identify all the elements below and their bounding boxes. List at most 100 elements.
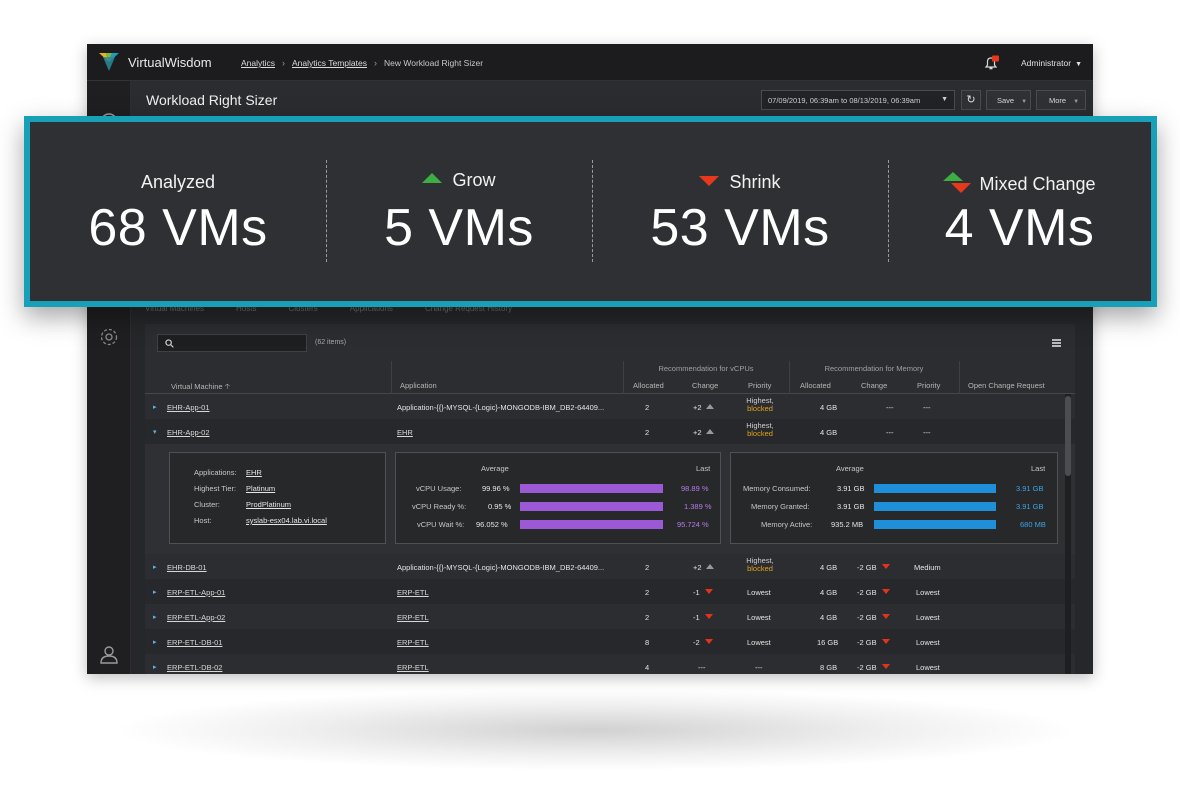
vm-name-link[interactable]: ERP-ETL-DB-01 bbox=[167, 638, 223, 647]
stat-grow: Grow 5 VMs bbox=[326, 122, 592, 301]
col-app-header[interactable]: Application bbox=[400, 381, 437, 390]
cpu-priority: Lowest bbox=[747, 638, 771, 647]
mem-change: -2 GB bbox=[857, 613, 890, 622]
column-divider bbox=[623, 361, 624, 394]
scrollbar-track[interactable] bbox=[1065, 394, 1071, 674]
breadcrumb-analytics[interactable]: Analytics bbox=[241, 58, 276, 68]
notification-bell-icon[interactable] bbox=[983, 55, 999, 71]
breadcrumb-analytics-templates[interactable]: Analytics Templates bbox=[292, 58, 367, 68]
group-header-vcpu: Recommendation for vCPUs bbox=[658, 364, 754, 373]
stat-analyzed: Analyzed 68 VMs bbox=[30, 122, 326, 301]
vm-name-link[interactable]: EHR-App-02 bbox=[167, 428, 210, 437]
shrink-arrow-icon bbox=[699, 176, 720, 186]
col-cpu-allocated-header[interactable]: Allocated bbox=[633, 381, 664, 390]
expand-chevron-icon[interactable]: ▸ bbox=[153, 564, 157, 571]
app-name-link[interactable]: ERP-ETL bbox=[397, 613, 429, 622]
mem-change-value: -2 GB bbox=[857, 613, 877, 622]
info-applications-link[interactable]: EHR bbox=[246, 468, 262, 477]
app-name: Application-{{}-MYSQL-{Logic}-MONGODB-IB… bbox=[397, 403, 605, 412]
app-name-link[interactable]: ERP-ETL bbox=[397, 588, 429, 597]
info-host-link[interactable]: syslab-esx04.lab.vi.local bbox=[246, 516, 327, 525]
col-mem-allocated-header[interactable]: Allocated bbox=[800, 381, 831, 390]
date-range-picker[interactable]: 07/09/2019, 06:39am to 08/13/2019, 06:39… bbox=[761, 90, 955, 110]
mem-change-value: -2 GB bbox=[857, 563, 877, 572]
expand-chevron-icon[interactable]: ▸ bbox=[153, 639, 157, 646]
cpu-priority-status: blocked bbox=[747, 404, 773, 413]
metric-average: 99.96 % bbox=[482, 484, 510, 493]
stat-label: Mixed Change bbox=[888, 172, 1151, 195]
table-row[interactable]: ▸ EHR-DB-01 Application-{{}-MYSQL-{Logic… bbox=[145, 554, 1075, 579]
col-cpu-change-header[interactable]: Change bbox=[692, 381, 719, 390]
cpu-change-value: +2 bbox=[693, 403, 702, 412]
col-open-cr-header[interactable]: Open Change Request bbox=[968, 381, 1045, 390]
search-input[interactable] bbox=[157, 334, 307, 352]
expand-chevron-icon[interactable]: ▸ bbox=[153, 589, 157, 596]
mem-priority: Lowest bbox=[916, 638, 940, 647]
memory-granted-sparkline bbox=[874, 502, 996, 511]
vm-name-link[interactable]: ERP-ETL-DB-02 bbox=[167, 663, 223, 672]
table-header: Virtual Machine 🡡 Application Allocated … bbox=[145, 376, 1075, 394]
row-detail-panel: Applications: EHR Highest Tier: Platinum… bbox=[145, 444, 1075, 554]
floor-shadow bbox=[120, 690, 1070, 770]
vm-name-link[interactable]: ERP-ETL-App-02 bbox=[167, 613, 226, 622]
column-menu-icon[interactable] bbox=[1052, 339, 1061, 347]
more-button[interactable]: More ▼ bbox=[1036, 90, 1086, 110]
vm-name-link[interactable]: EHR-App-01 bbox=[167, 403, 210, 412]
col-mem-priority-header[interactable]: Priority bbox=[917, 381, 941, 390]
scrollbar-thumb[interactable] bbox=[1065, 396, 1071, 476]
cpu-change-value: -1 bbox=[693, 613, 700, 622]
top-bar: VirtualWisdom Analytics › Analytics Temp… bbox=[87, 44, 1093, 81]
column-divider bbox=[959, 361, 960, 394]
vm-name-link[interactable]: EHR-DB-01 bbox=[167, 563, 207, 572]
metric-fill bbox=[520, 502, 663, 511]
info-tier-link[interactable]: Platinum bbox=[246, 484, 276, 493]
app-name-link[interactable]: EHR bbox=[397, 428, 413, 437]
table-row[interactable]: ▸ ERP-ETL-App-02 ERP-ETL 2 -1 Lowest 4 G… bbox=[145, 604, 1075, 629]
metric-fill bbox=[874, 520, 996, 529]
mem-change: -2 GB bbox=[857, 588, 890, 597]
mem-allocated: 4 GB bbox=[820, 613, 838, 622]
save-button[interactable]: Save ▼ bbox=[986, 90, 1031, 110]
metric-label: vCPU Usage: bbox=[416, 484, 462, 493]
cpu-priority: Highest, blocked bbox=[745, 397, 775, 413]
stat-label-text: Analyzed bbox=[140, 172, 216, 192]
tab-change-request-history[interactable]: Change Request History bbox=[424, 304, 513, 313]
user-profile-icon[interactable] bbox=[99, 644, 119, 664]
vm-name-link[interactable]: ERP-ETL-App-01 bbox=[167, 588, 226, 597]
col-vm-header[interactable]: Virtual Machine 🡡 bbox=[171, 381, 230, 394]
expand-chevron-icon[interactable]: ▸ bbox=[153, 614, 157, 621]
col-mem-change-header[interactable]: Change bbox=[861, 381, 888, 390]
col-cpu-priority-header[interactable]: Priority bbox=[748, 381, 772, 390]
app-name-link[interactable]: ERP-ETL bbox=[397, 663, 429, 672]
app-name-link[interactable]: ERP-ETL bbox=[397, 638, 429, 647]
decrease-arrow-icon bbox=[704, 589, 713, 594]
table-row[interactable]: ▸ EHR-App-01 Application-{{}-MYSQL-{Logi… bbox=[145, 394, 1075, 419]
tab-virtual-machines[interactable]: Virtual Machines bbox=[145, 304, 204, 313]
table-row[interactable]: ▸ ERP-ETL-DB-01 ERP-ETL 8 -2 Lowest 16 G… bbox=[145, 629, 1075, 654]
tab-clusters[interactable]: Clusters bbox=[288, 304, 318, 313]
cpu-allocated: 4 bbox=[645, 663, 650, 672]
info-cluster-link[interactable]: ProdPlatinum bbox=[246, 500, 292, 509]
cpu-allocated: 2 bbox=[645, 563, 650, 572]
table-row[interactable]: ▸ ERP-ETL-App-01 ERP-ETL 2 -1 Lowest 4 G… bbox=[145, 579, 1075, 604]
stat-label: Analyzed bbox=[30, 172, 326, 193]
table-row-expanded[interactable]: ▾ EHR-App-02 EHR 2 +2 Highest, blocked 4 … bbox=[145, 419, 1075, 444]
stat-value: 68 VMs bbox=[88, 199, 268, 257]
collapse-chevron-icon[interactable]: ▾ bbox=[153, 429, 157, 436]
mem-allocated: 4 GB bbox=[820, 588, 838, 597]
vcpu-ready-sparkline bbox=[520, 502, 663, 511]
items-count: (62 items) bbox=[315, 339, 347, 346]
metric-last: 680 MB bbox=[1020, 520, 1046, 529]
tab-hosts[interactable]: Hosts bbox=[236, 304, 257, 313]
cpu-change: +2 bbox=[693, 428, 714, 437]
expand-chevron-icon[interactable]: ▸ bbox=[153, 404, 157, 411]
refresh-button[interactable]: ↻ bbox=[961, 90, 981, 110]
metric-fill bbox=[874, 484, 996, 493]
stat-value: 5 VMs bbox=[384, 199, 534, 257]
table-row[interactable]: ▸ ERP-ETL-DB-02 ERP-ETL 4 --- --- 8 GB -… bbox=[145, 654, 1075, 674]
settings-gear-icon[interactable] bbox=[99, 327, 119, 347]
expand-chevron-icon[interactable]: ▸ bbox=[153, 664, 157, 671]
user-menu[interactable]: Administrator ▼ bbox=[1021, 58, 1082, 68]
tab-applications[interactable]: Applications bbox=[349, 304, 393, 313]
caret-down-icon: ▼ bbox=[941, 96, 948, 103]
